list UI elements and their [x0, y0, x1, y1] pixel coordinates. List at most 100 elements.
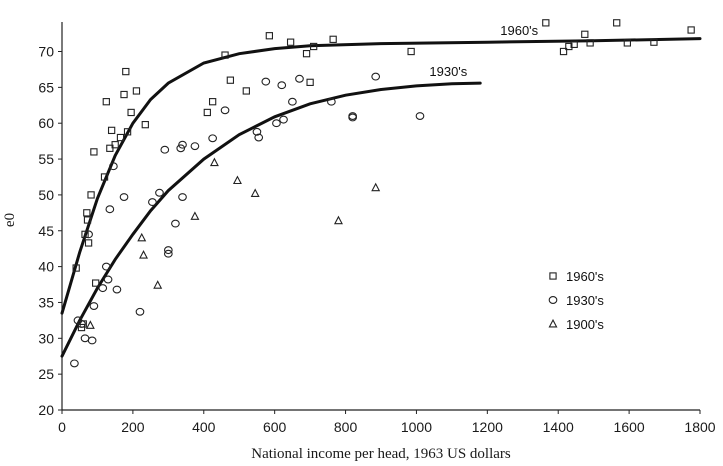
fitted-curves	[60, 37, 702, 358]
square-point	[265, 32, 273, 40]
square-point	[122, 67, 130, 76]
square-point	[581, 30, 589, 38]
square-point	[107, 126, 116, 135]
legend: 1960's 1930's 1900's	[548, 269, 604, 332]
x-tick-label: 1000	[401, 419, 432, 435]
square-point	[226, 76, 235, 84]
curve-1930s	[60, 81, 482, 358]
circle-point	[220, 106, 230, 115]
legend-marker-triangle	[548, 318, 558, 328]
square-point	[81, 230, 89, 238]
circle-point	[272, 119, 281, 128]
curve-label-1930s: 1930's	[429, 64, 467, 79]
square-point	[132, 87, 141, 95]
triangle-point	[137, 232, 147, 242]
x-tick-label: 600	[263, 419, 287, 435]
square-point	[87, 191, 95, 199]
circle-point	[252, 127, 262, 136]
x-tick-label: 0	[58, 419, 66, 435]
circle-point	[119, 193, 129, 202]
triangle-point	[85, 320, 95, 329]
circle-point	[105, 205, 115, 214]
circle-point	[327, 97, 336, 106]
square-point	[208, 98, 217, 106]
y-axis-title: e0	[2, 213, 18, 227]
square-point	[623, 39, 631, 47]
circle-point	[148, 198, 157, 207]
y-tick-label: 60	[38, 115, 54, 131]
legend-label: 1900's	[566, 317, 604, 332]
triangle-point	[190, 211, 200, 220]
square-point	[102, 98, 110, 106]
circle-point	[295, 74, 304, 83]
circle-point	[160, 145, 170, 154]
y-tick-label: 20	[38, 402, 54, 418]
square-point	[83, 209, 91, 217]
axes: 0 200 400 600 800 1000 1200 1400 1600 1800 20 25 30 3…	[2, 22, 716, 462]
circle-point	[101, 262, 111, 271]
square-point	[329, 35, 337, 43]
circle-point	[371, 72, 381, 81]
x-tick-label: 800	[334, 419, 358, 435]
circle-point	[80, 334, 90, 343]
x-tick-label: 1400	[543, 419, 574, 435]
square-point	[141, 120, 149, 129]
y-tick-label: 30	[38, 330, 54, 346]
series-circle	[70, 72, 425, 368]
square-point	[302, 50, 311, 58]
circle-point	[135, 307, 145, 316]
circle-point	[112, 285, 122, 294]
square-point	[120, 90, 128, 99]
circle-point	[261, 77, 271, 86]
square-point	[687, 26, 695, 34]
x-tick-label: 400	[192, 419, 216, 435]
circle-point	[178, 193, 187, 202]
legend-marker-square	[549, 272, 557, 280]
circle-point	[98, 284, 108, 293]
circle-point	[254, 133, 264, 142]
annotations: 1960's 1930's	[429, 23, 538, 79]
triangle-point	[139, 250, 149, 259]
circle-point	[163, 246, 173, 255]
x-axis-title: National income per head, 1963 US dollar…	[251, 446, 511, 462]
data-points	[70, 19, 695, 368]
y-tick-label: 65	[38, 79, 54, 95]
circle-point	[77, 320, 86, 328]
circle-point	[208, 134, 217, 143]
square-point	[111, 141, 119, 149]
x-tick-label: 1200	[472, 419, 503, 435]
x-tick-label: 1600	[614, 419, 645, 435]
series-square	[72, 19, 695, 332]
circle-point	[155, 188, 164, 197]
y-tick-label: 70	[38, 44, 54, 60]
square-point	[565, 42, 573, 51]
circle-point	[176, 144, 186, 153]
circle-point	[171, 219, 180, 228]
triangle-point	[232, 175, 242, 185]
y-tick-label: 40	[38, 259, 54, 275]
square-point	[127, 108, 135, 117]
square-point	[92, 279, 100, 287]
triangle-point	[371, 182, 381, 192]
y-tick-label: 25	[38, 366, 54, 382]
circle-point	[178, 140, 187, 149]
circle-point	[288, 97, 297, 106]
square-point	[650, 38, 658, 46]
circle-point	[103, 275, 113, 284]
circle-point	[84, 230, 93, 239]
circle-point	[70, 359, 79, 368]
circle-point	[415, 112, 425, 120]
square-point	[613, 19, 621, 27]
legend-label: 1960's	[566, 269, 604, 284]
triangle-point	[209, 157, 219, 167]
square-point	[90, 148, 98, 156]
x-tick-label: 200	[121, 419, 145, 435]
square-point	[286, 38, 295, 46]
curve-1960s	[60, 37, 702, 315]
square-point	[306, 78, 314, 86]
square-point	[559, 47, 568, 56]
square-point	[84, 239, 93, 247]
square-point	[586, 39, 594, 47]
square-point	[542, 19, 550, 27]
